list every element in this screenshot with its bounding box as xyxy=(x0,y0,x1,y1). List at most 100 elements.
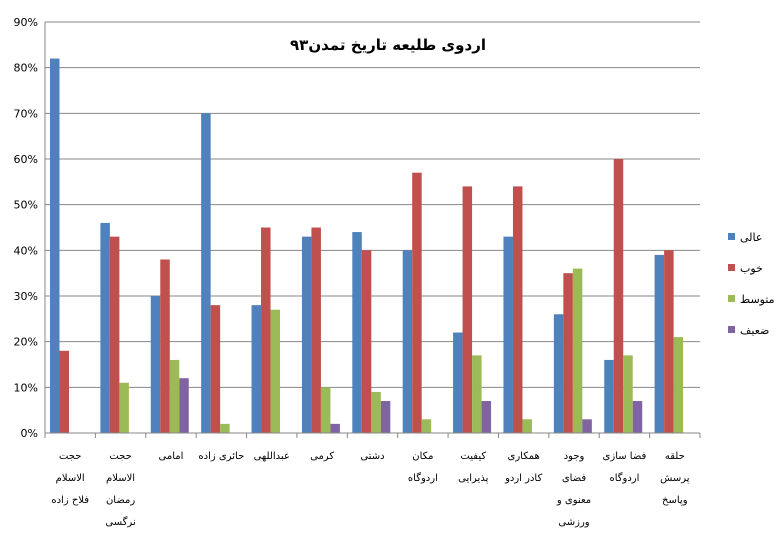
x-category-label-line: کیفیت xyxy=(460,451,486,462)
x-category-label-line: پذیرایی xyxy=(458,473,488,484)
bar xyxy=(160,259,170,433)
bar xyxy=(522,419,532,433)
legend-label: متوسط xyxy=(740,293,775,306)
x-category-label: کیفیت پذیرایی xyxy=(458,451,488,484)
x-category-label: عبداللهی xyxy=(254,451,290,462)
x-category-label-line: عبداللهی xyxy=(254,451,290,462)
y-tick-label: 40% xyxy=(14,244,38,257)
legend-swatch xyxy=(728,295,735,302)
chart-title: اردوی طلیعه تاریخ تمدن۹۳ xyxy=(290,36,486,54)
y-tick-label: 30% xyxy=(14,290,38,303)
bar xyxy=(371,391,381,433)
y-tick-label: 90% xyxy=(14,16,38,29)
bar xyxy=(251,305,262,433)
x-category-label-line: وجود xyxy=(564,451,585,462)
x-category-label: وجود فضای معنوی و ورزشی xyxy=(556,451,591,528)
legend-swatch xyxy=(728,326,735,333)
bar xyxy=(412,172,422,433)
y-tick-label: 50% xyxy=(14,199,38,212)
x-category-label-line: کادر اردو xyxy=(504,473,542,484)
bar xyxy=(150,296,161,433)
bar xyxy=(100,222,110,433)
bar xyxy=(604,359,614,433)
x-category-label: حجت الاسلام فلاح زاده xyxy=(51,451,89,506)
bar xyxy=(462,186,473,433)
bar xyxy=(553,314,564,433)
x-category-label-line: معنوی و xyxy=(556,495,591,506)
x-category-label-line: حجت xyxy=(109,451,131,462)
bar xyxy=(481,401,492,433)
x-category-label-line: وپاسخ xyxy=(662,495,688,506)
bar xyxy=(563,273,573,433)
bar xyxy=(582,419,592,433)
x-category-label-line: نرگسی xyxy=(105,516,135,528)
x-category-label: حائری زاده xyxy=(198,451,244,462)
bar xyxy=(673,337,684,433)
x-category-label: حلقه پرسش وپاسخ xyxy=(660,451,690,506)
x-category-label-line: فضای xyxy=(562,473,587,484)
bar xyxy=(330,423,340,433)
bar xyxy=(632,401,643,433)
bar xyxy=(270,309,281,433)
x-category-label-line: اردوگاه xyxy=(609,472,639,484)
bar xyxy=(201,113,211,433)
y-tick-label: 20% xyxy=(14,336,38,349)
x-category-label-line: حائری زاده xyxy=(198,451,244,462)
x-category-label-line: امامی xyxy=(159,451,184,462)
bar xyxy=(361,250,372,433)
x-category-label-line: دشتی xyxy=(360,451,384,462)
y-tick-label: 80% xyxy=(14,62,38,75)
legend: عالی خوب متوسط ضعیف xyxy=(728,231,775,337)
legend-swatch xyxy=(728,264,735,271)
bar xyxy=(261,227,271,433)
y-tick-label: 0% xyxy=(21,427,38,440)
legend-label: خوب xyxy=(740,262,763,275)
bar xyxy=(311,227,321,433)
bar xyxy=(220,423,230,433)
bar xyxy=(664,250,674,433)
y-tick-label: 60% xyxy=(14,153,38,166)
legend-label: عالی xyxy=(740,231,762,244)
bar xyxy=(50,58,60,434)
x-category-label-line: رمضان xyxy=(106,495,135,506)
x-category-label: حجت الاسلام رمضان نرگسی xyxy=(105,451,135,528)
x-axis-category-labels: حجت الاسلام فلاح زاده حجت الاسلام رمضان نرگسی ا… xyxy=(51,451,689,528)
bar xyxy=(613,159,624,433)
x-category-label-line: حلقه xyxy=(665,451,685,462)
bar xyxy=(503,236,513,433)
bar xyxy=(654,254,665,433)
bar xyxy=(301,236,312,433)
x-category-label: کرمی xyxy=(310,451,334,462)
bar xyxy=(59,350,69,433)
y-axis-tick-labels: 0% 10% 20% 30% 40% 50% 60% 70% 80% 90% xyxy=(14,16,38,440)
bar xyxy=(169,359,180,433)
bar xyxy=(352,232,362,433)
x-category-label-line: کرمی xyxy=(310,451,334,462)
x-category-label-line: الاسلام xyxy=(56,473,85,484)
bar xyxy=(179,378,189,433)
x-category-label-line: الاسلام xyxy=(106,473,135,484)
x-category-label-line: پرسش xyxy=(660,473,690,484)
bar xyxy=(380,401,391,433)
bar xyxy=(512,186,523,433)
bar xyxy=(572,268,583,433)
bars xyxy=(50,58,684,434)
x-category-label: فضا سازی اردوگاه xyxy=(603,451,647,484)
bar xyxy=(109,236,120,433)
bar xyxy=(210,305,221,433)
x-category-label-line: فلاح زاده xyxy=(51,495,89,506)
bar xyxy=(402,250,413,433)
x-category-label-line: حجت xyxy=(59,451,81,462)
y-tick-label: 10% xyxy=(14,381,38,394)
bar xyxy=(623,355,633,433)
x-category-label: دشتی xyxy=(360,451,384,462)
x-category-label-line: فضا سازی xyxy=(603,451,647,462)
y-tick-label: 70% xyxy=(14,107,38,120)
x-category-label: امامی xyxy=(159,451,184,462)
x-category-label: همکاری کادر اردو xyxy=(504,451,542,484)
bar xyxy=(320,387,331,433)
bar xyxy=(453,332,463,433)
legend-label: ضعیف xyxy=(740,324,769,337)
x-category-label-line: همکاری xyxy=(508,451,540,462)
